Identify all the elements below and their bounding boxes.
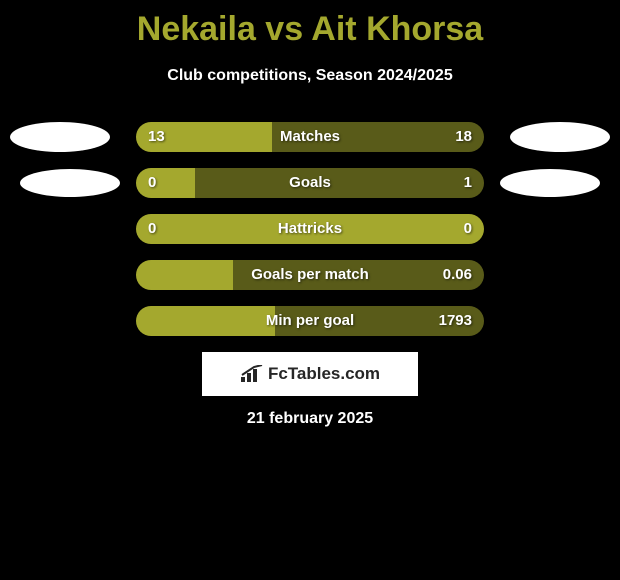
site-badge[interactable]: FcTables.com [202, 352, 418, 396]
stat-label: Goals per match [136, 260, 484, 290]
stat-bar: Goals per match0.06 [136, 260, 484, 290]
stat-value-right: 0.06 [443, 260, 472, 290]
stat-bar: Min per goal1793 [136, 306, 484, 336]
player-ellipse-right [510, 122, 610, 152]
player-ellipse-right [500, 169, 600, 197]
stat-value-right: 18 [455, 122, 472, 152]
comparison-row: Matches13 18 [0, 122, 620, 168]
stat-value-left: 13 [148, 122, 165, 152]
stat-label: Min per goal [136, 306, 484, 336]
player-ellipse-left [20, 169, 120, 197]
stat-value-right: 0 [464, 214, 472, 244]
player-ellipse-left [10, 122, 110, 152]
page-subtitle: Club competitions, Season 2024/2025 [0, 67, 620, 85]
stat-value-left: 0 [148, 168, 156, 198]
comparison-row: Goals per match0.06 [0, 260, 620, 306]
chart-icon [240, 365, 264, 383]
page-title: Nekaila vs Ait Khorsa [0, 0, 620, 49]
stat-bar: Goals0 1 [136, 168, 484, 198]
stat-value-right: 1 [464, 168, 472, 198]
comparison-rows: Matches1318Goals01Hattricks00Goals per m… [0, 122, 620, 352]
stat-label: Matches [136, 122, 484, 152]
site-badge-text: FcTables.com [268, 364, 380, 384]
stat-bar: Matches13 18 [136, 122, 484, 152]
comparison-row: Hattricks0 0 [0, 214, 620, 260]
comparison-row: Min per goal1793 [0, 306, 620, 352]
footer-date: 21 february 2025 [0, 410, 620, 428]
stat-value-right: 1793 [439, 306, 472, 336]
stat-value-left: 0 [148, 214, 156, 244]
stat-label: Goals [136, 168, 484, 198]
comparison-row: Goals0 1 [0, 168, 620, 214]
stat-label: Hattricks [136, 214, 484, 244]
stat-bar: Hattricks0 0 [136, 214, 484, 244]
